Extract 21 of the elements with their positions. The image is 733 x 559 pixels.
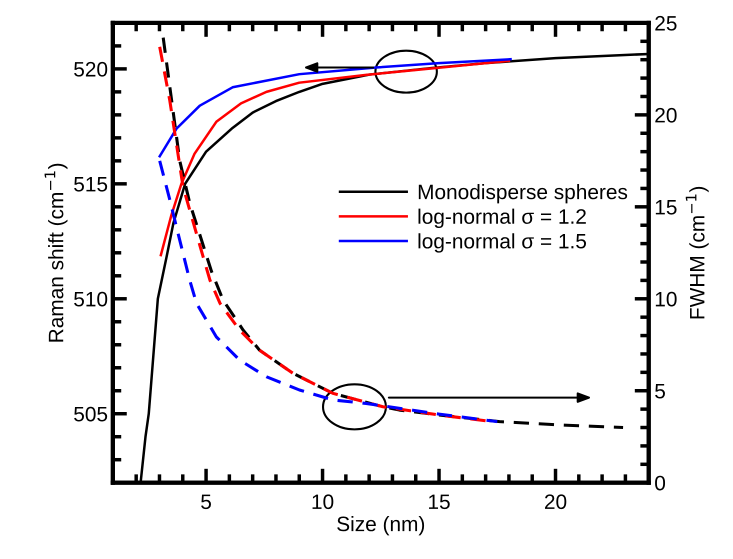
y2-tick-label: 10 xyxy=(656,292,677,307)
y2-tick-label: 0 xyxy=(655,476,666,490)
y2-tick-label: 20 xyxy=(655,108,677,123)
x-tick-label: 5 xyxy=(201,494,211,510)
x-tick-label: 10 xyxy=(312,494,334,510)
y-tick-label: 515 xyxy=(74,177,108,192)
legend-label: log-normal σ = 1.5 xyxy=(418,233,586,253)
y2-tick-label: 5 xyxy=(655,384,665,398)
line-series xyxy=(158,58,512,158)
y-tick-label: 505 xyxy=(74,406,108,422)
y-tick-label: 510 xyxy=(74,292,108,307)
y2-tick-label: 25 xyxy=(655,16,677,31)
legend-label: Monodisperse spheres xyxy=(418,184,628,204)
legend-label: log-normal σ = 1.2 xyxy=(418,208,586,228)
y2-axis-title: FWHM (cm$^{−1}$) xyxy=(686,186,709,318)
x-tick-label: 15 xyxy=(429,494,450,510)
x-tick-label: 20 xyxy=(544,494,566,510)
y-tick-label: 520 xyxy=(74,62,108,77)
x-axis-title: Size (nm) xyxy=(337,516,424,536)
y-axis-title: Raman shift (cm$^{−1}$) xyxy=(44,164,68,342)
y2-tick-label: 15 xyxy=(656,200,677,215)
